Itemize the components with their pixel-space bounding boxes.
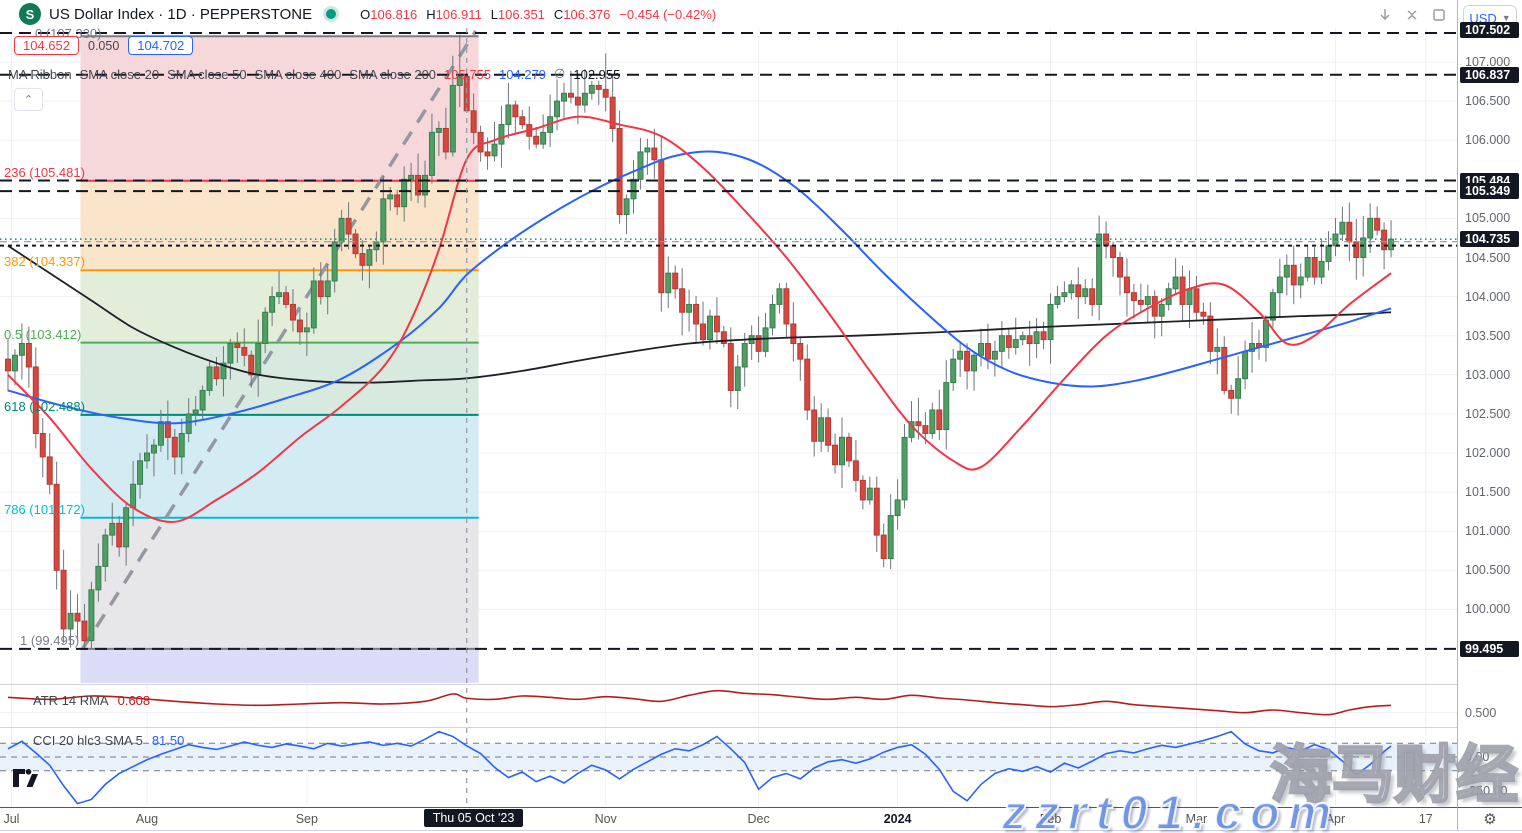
price-level-label: 106.837 — [1460, 66, 1519, 83]
cci-axis-tick: 0.00 — [1465, 750, 1490, 764]
price-tick: 103.500 — [1465, 328, 1511, 343]
sma50-value: 104.279 — [499, 66, 547, 82]
chart-header: S US Dollar Index · 1D · PEPPERSTONE O10… — [0, 0, 1457, 28]
price-tick: 107.000 — [1465, 55, 1511, 69]
price-tick: 101.500 — [1465, 485, 1511, 500]
market-status-icon[interactable] — [326, 9, 337, 19]
price-tick: 104.000 — [1465, 289, 1511, 304]
price-level-label: 104.735 — [1460, 231, 1519, 248]
time-axis-label: 17 — [1418, 812, 1433, 826]
price-range-tool: 104.652 0.050 104.702 — [14, 36, 194, 55]
fib-retracement[interactable] — [80, 30, 479, 683]
cci-indicator[interactable] — [0, 730, 1457, 805]
atr-legend-name: ATR 14 RMA — [33, 693, 109, 708]
watermark-chinese: 海马财经 — [1269, 740, 1520, 812]
ma-ribbon-lines[interactable] — [7, 115, 1392, 523]
time-axis-label: 2024 — [883, 812, 912, 826]
time-axis-label: Apr — [1325, 812, 1346, 826]
price-tick: 104.500 — [1465, 250, 1511, 265]
low-value: 106.351 — [497, 6, 545, 22]
sma400-value: ∅ — [554, 66, 566, 81]
atr-value: 0.608 — [117, 693, 151, 708]
high-value: 106.911 — [435, 6, 482, 22]
ma-legend-param: SMA close 200 — [349, 66, 437, 82]
time-axis-label: Aug — [135, 812, 159, 826]
atr-axis-tick: 0.500 — [1465, 705, 1497, 720]
range-low-box[interactable]: 104.652 — [14, 36, 79, 55]
ohlc-values: O106.816 H106.911 L106.351 C106.376 −0.4… — [360, 7, 716, 22]
ma-legend-param: SMA close 400 — [254, 66, 342, 82]
tradingview-logo-icon[interactable] — [12, 768, 39, 795]
range-diff-label: 0.050 — [88, 38, 120, 53]
range-high-box[interactable]: 104.702 — [128, 36, 194, 55]
time-axis-label: Jul — [3, 812, 20, 826]
time-axis-label: Dec — [747, 812, 770, 826]
price-tick: 100.000 — [1465, 602, 1511, 617]
ma-legend-param: SMA close 20 — [79, 66, 160, 82]
high-label: H — [426, 6, 436, 22]
crosshair-date-badge: Thu 05 Oct '23 — [423, 809, 524, 827]
atr-indicator[interactable] — [0, 689, 1457, 716]
maximize-pane-icon[interactable] — [1428, 5, 1450, 25]
cci-axis-tick: -250.00 — [1465, 784, 1508, 799]
price-tick: 106.500 — [1465, 94, 1511, 109]
chevron-down-icon: ▼ — [1501, 13, 1511, 23]
price-scale-axis[interactable]: USD ▼ 107.000 106.500 106.000 105.000 104.50… — [1457, 0, 1522, 807]
cci-legend-name: CCI 20 hlc3 SMA 5 — [33, 733, 143, 748]
time-axis-label: Feb — [1039, 812, 1062, 826]
currency-label: USD — [1469, 10, 1497, 26]
price-tick: 106.000 — [1465, 133, 1511, 148]
ma-ribbon-legend[interactable]: MA Ribbon SMA close 20 SMA close 50 SMA … — [8, 66, 620, 82]
price-tick: 101.000 — [1465, 524, 1511, 539]
price-tick: 103.000 — [1465, 367, 1511, 382]
sma200-value: 102.955 — [573, 66, 621, 82]
price-tick: 105.000 — [1465, 211, 1511, 226]
time-axis-label: Sep — [295, 812, 318, 826]
pane-toolbar — [1374, 5, 1450, 25]
collapse-legend-button[interactable]: ⌃ — [14, 88, 43, 111]
price-level-label: 107.502 — [1460, 22, 1519, 38]
price-tick: 102.500 — [1465, 406, 1511, 421]
price-tick: 102.000 — [1465, 446, 1511, 460]
price-tick: 100.500 — [1465, 563, 1511, 578]
atr-legend[interactable]: ATR 14 RMA 0.608 — [33, 693, 150, 708]
horizontal-level-lines[interactable] — [0, 32, 1457, 650]
move-pane-down-icon[interactable] — [1374, 5, 1396, 25]
sma20-value: 105.755 — [444, 66, 492, 82]
symbol-title[interactable]: US Dollar Index · 1D · PEPPERSTONE — [49, 5, 313, 23]
price-level-label: 99.495 — [1460, 640, 1519, 657]
page-bottom-divider — [0, 830, 1522, 831]
candlestick-series[interactable] — [5, 34, 1395, 650]
ma-legend-param: SMA close 50 — [167, 66, 247, 82]
time-axis[interactable]: Jul Aug Sep Nov Dec 2024 Feb Mar Apr 17 Thu 05 Oct… — [0, 807, 1457, 830]
change-value: −0.454 (−0.42%) — [619, 6, 717, 22]
collapse-pane-icon[interactable] — [1401, 5, 1423, 25]
close-label: C — [553, 6, 564, 22]
open-value: 106.816 — [370, 6, 418, 22]
price-level-label: 105.349 — [1460, 183, 1519, 200]
low-label: L — [490, 6, 498, 22]
axis-settings-corner[interactable]: ⚙ — [1457, 807, 1522, 830]
time-axis-label: Mar — [1185, 812, 1208, 826]
cci-legend[interactable]: CCI 20 hlc3 SMA 5 81.50 — [33, 733, 184, 748]
time-axis-label: Nov — [594, 812, 617, 826]
symbol-logo[interactable]: S — [19, 3, 41, 25]
watermark-domain: zzrt01.com — [1001, 786, 1341, 833]
ma-legend-name: MA Ribbon — [8, 66, 72, 82]
gear-icon[interactable]: ⚙ — [1483, 810, 1497, 828]
cci-value: 81.50 — [151, 733, 185, 748]
open-label: O — [360, 6, 371, 22]
close-value: 106.376 — [563, 6, 611, 22]
